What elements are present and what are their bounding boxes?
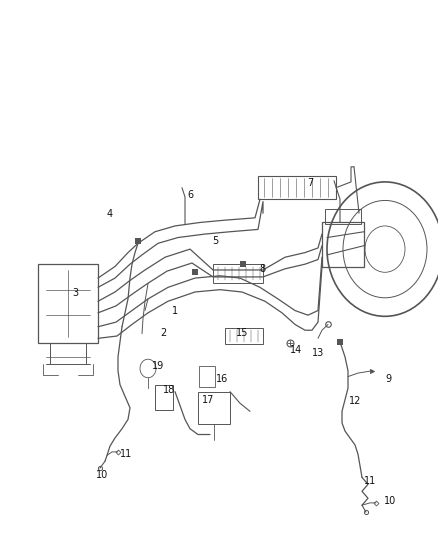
Text: 1: 1 bbox=[172, 305, 178, 316]
Bar bbox=[38, 264, 98, 343]
Text: 11: 11 bbox=[364, 476, 376, 486]
Bar bbox=[325, 208, 361, 224]
Text: 6: 6 bbox=[187, 190, 193, 200]
Bar bbox=[258, 176, 336, 199]
Text: 10: 10 bbox=[96, 470, 108, 480]
Text: 15: 15 bbox=[236, 328, 248, 337]
Text: 9: 9 bbox=[385, 374, 391, 384]
Text: 16: 16 bbox=[216, 374, 228, 384]
Bar bbox=[213, 264, 263, 282]
Bar bbox=[198, 392, 230, 424]
Text: 18: 18 bbox=[163, 385, 175, 395]
Bar bbox=[322, 222, 364, 266]
Text: 10: 10 bbox=[384, 496, 396, 506]
Text: 13: 13 bbox=[312, 349, 324, 358]
Bar bbox=[225, 328, 263, 344]
Text: 11: 11 bbox=[120, 449, 132, 459]
Bar bbox=[199, 366, 215, 387]
Text: 12: 12 bbox=[349, 396, 361, 406]
Text: 17: 17 bbox=[202, 395, 214, 405]
Text: 19: 19 bbox=[152, 361, 164, 371]
Text: 7: 7 bbox=[307, 178, 313, 188]
Text: 5: 5 bbox=[212, 236, 218, 246]
Text: 3: 3 bbox=[72, 288, 78, 298]
Text: 2: 2 bbox=[160, 328, 166, 337]
Text: 8: 8 bbox=[259, 264, 265, 274]
Text: 4: 4 bbox=[107, 209, 113, 220]
Bar bbox=[155, 385, 173, 410]
Text: 14: 14 bbox=[290, 345, 302, 355]
